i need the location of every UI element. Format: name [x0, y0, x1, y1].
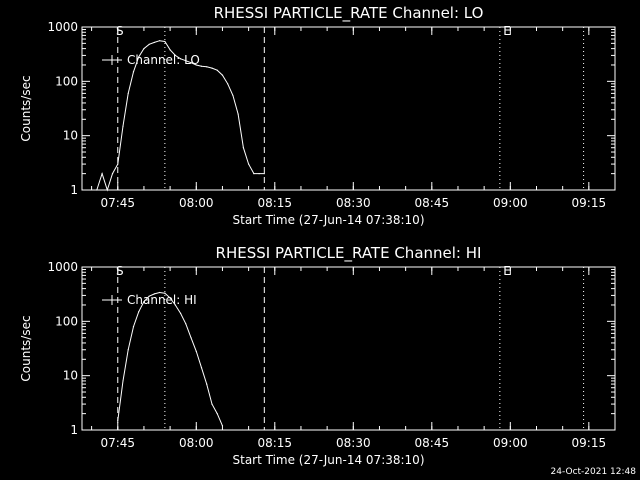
data-point: [117, 419, 119, 422]
legend-label: Channel: LO: [127, 53, 200, 67]
data-point: [263, 173, 265, 175]
x-tick-label: 08:45: [415, 436, 450, 450]
series-line: [117, 291, 223, 426]
x-tick-label: 09:00: [493, 436, 528, 450]
data-point: [122, 125, 124, 127]
data-point: [164, 292, 166, 294]
data-point: [227, 83, 229, 85]
data-point: [138, 311, 140, 313]
data-point: [195, 350, 197, 352]
legend-label: Channel: HI: [127, 293, 197, 307]
x-tick-label: 08:30: [336, 196, 371, 210]
data-point: [179, 312, 182, 314]
x-tick-label: 08:15: [257, 436, 292, 450]
x-axis-label: Start Time (27-Jun-14 07:38:10): [233, 453, 425, 467]
data-point: [206, 66, 208, 68]
x-tick-label: 07:45: [100, 436, 135, 450]
marker-annotation: E: [503, 264, 511, 278]
data-point: [169, 297, 171, 299]
chart-title: RHESSI PARTICLE_RATE Channel: LO: [214, 4, 484, 23]
y-tick-label: 10: [63, 369, 78, 383]
data-point: [96, 189, 98, 191]
x-tick-label: 08:30: [336, 436, 371, 450]
data-point: [169, 49, 171, 51]
data-point: [185, 323, 187, 325]
data-point: [258, 173, 260, 175]
data-point: [153, 41, 156, 44]
data-point: [138, 56, 140, 58]
data-point: [174, 54, 176, 57]
x-tick-label: 08:00: [179, 436, 214, 450]
x-tick-label: 09:15: [572, 196, 607, 210]
data-point: [190, 337, 192, 339]
y-axis-label: Counts/sec: [19, 75, 33, 141]
y-tick-label: 1000: [47, 20, 78, 34]
data-point: [143, 301, 145, 303]
data-point: [206, 383, 208, 385]
data-point: [148, 295, 150, 297]
data-point: [221, 425, 224, 427]
x-tick-label: 09:15: [572, 436, 607, 450]
y-axis-label: Counts/sec: [19, 315, 33, 381]
data-point: [211, 67, 213, 69]
x-tick-label: 08:15: [257, 196, 292, 210]
data-point: [237, 113, 239, 115]
data-point: [127, 349, 129, 351]
data-point: [195, 64, 197, 66]
x-axis-label: Start Time (27-Jun-14 07:38:10): [233, 213, 425, 227]
y-tick-label: 100: [55, 314, 78, 328]
data-point: [232, 94, 234, 97]
footer-timestamp: 24-Oct-2021 12:48: [551, 467, 637, 477]
lo-channel-panel: RHESSI PARTICLE_RATE Channel: LO 1 10 100 10…: [19, 4, 616, 227]
data-point: [111, 173, 114, 175]
data-point: [211, 403, 213, 405]
data-point: [117, 163, 119, 165]
data-point: [179, 58, 182, 60]
data-point: [132, 71, 135, 73]
data-point: [221, 74, 224, 76]
plot-frame: [81, 26, 616, 191]
data-point: [101, 173, 103, 175]
y-tick-label: 100: [55, 74, 78, 88]
plot-frame: [81, 266, 616, 431]
x-tick-label: 07:45: [100, 196, 135, 210]
data-point: [216, 69, 218, 71]
data-point: [200, 65, 203, 67]
x-tick-label: 09:00: [493, 196, 528, 210]
data-point: [242, 147, 244, 149]
y-tick-label: 1: [70, 423, 78, 437]
hi-channel-panel: RHESSI PARTICLE_RATE Channel: HI 1 10 100 10…: [19, 244, 616, 467]
y-tick-label: 1000: [47, 260, 78, 274]
chart-title: RHESSI PARTICLE_RATE Channel: HI: [216, 244, 482, 263]
data-point: [190, 62, 192, 64]
data-point: [164, 40, 166, 43]
data-point: [253, 173, 255, 175]
data-point: [132, 325, 135, 328]
data-point: [159, 291, 161, 294]
data-point: [200, 367, 203, 369]
data-point: [174, 304, 176, 306]
y-tick-label: 1: [70, 183, 78, 197]
data-point: [216, 413, 218, 415]
data-point: [248, 163, 250, 165]
y-tick-label: 10: [63, 129, 78, 143]
marker-annotation: E: [503, 24, 511, 38]
data-point: [122, 380, 124, 382]
data-point: [127, 92, 129, 94]
x-tick-label: 08:45: [415, 196, 450, 210]
data-point: [159, 40, 161, 42]
marker-annotation: S: [116, 24, 124, 38]
data-point: [153, 293, 156, 295]
x-tick-label: 08:00: [179, 196, 214, 210]
data-point: [148, 43, 150, 45]
data-point: [143, 48, 145, 50]
data-point: [185, 60, 187, 62]
data-point: [106, 189, 108, 191]
marker-annotation: S: [116, 264, 124, 278]
